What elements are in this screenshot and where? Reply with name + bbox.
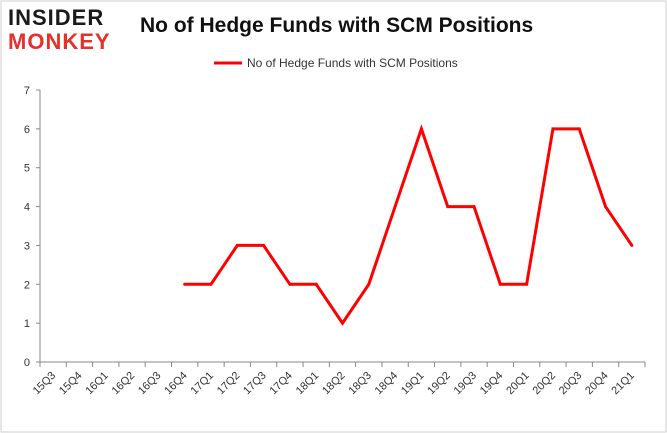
x-tick-label: 16Q1: [83, 370, 111, 398]
data-point: [314, 282, 318, 286]
data-point: [288, 282, 292, 286]
x-tick-label: 17Q2: [215, 370, 243, 398]
x-tick-label: 17Q4: [267, 370, 295, 398]
data-point: [446, 205, 450, 209]
x-tick-label: 17Q1: [189, 370, 217, 398]
x-tick-label: 18Q1: [294, 370, 322, 398]
y-tick-label: 4: [24, 202, 30, 214]
x-tick-label: 18Q4: [373, 370, 401, 398]
insider-monkey-logo: INSIDER MONKEY: [8, 6, 126, 56]
data-point: [209, 282, 213, 286]
x-tick-label: 19Q1: [399, 370, 427, 398]
logo-text-monkey: MONKEY: [8, 29, 111, 54]
x-tick-label: 16Q4: [162, 370, 190, 398]
y-tick-label: 0: [24, 357, 30, 369]
data-point: [472, 205, 476, 209]
y-tick-label: 5: [24, 163, 30, 175]
logo-text-insider: INSIDER: [8, 5, 105, 30]
data-point: [525, 282, 529, 286]
data-point: [183, 282, 187, 286]
x-tick-label: 20Q2: [531, 370, 559, 398]
x-tick-label: 18Q3: [346, 370, 374, 398]
y-tick-label: 6: [24, 124, 30, 136]
data-point: [630, 243, 634, 247]
data-point: [551, 127, 555, 131]
x-tick-label: 21Q1: [609, 370, 637, 398]
y-tick-label: 7: [24, 85, 30, 97]
data-point: [367, 282, 371, 286]
x-tick-label: 18Q2: [320, 370, 348, 398]
x-tick-label: 19Q2: [425, 370, 453, 398]
data-point: [577, 127, 581, 131]
series-line: [184, 124, 634, 326]
data-point: [419, 127, 423, 131]
x-tick-label: 16Q3: [136, 370, 164, 398]
x-tick-label: 19Q3: [452, 370, 480, 398]
data-point: [498, 282, 502, 286]
legend-label: No of Hedge Funds with SCM Positions: [247, 56, 458, 70]
x-tick-label: 19Q4: [478, 370, 506, 398]
data-point: [235, 243, 239, 247]
data-point: [604, 205, 608, 209]
x-tick-label: 20Q3: [557, 370, 585, 398]
x-tick-label: 15Q4: [57, 370, 85, 398]
y-tick-label: 3: [24, 240, 30, 252]
x-tick-label: 15Q3: [31, 370, 59, 398]
legend: No of Hedge Funds with SCM Positions: [214, 56, 458, 70]
series-layer: [183, 124, 634, 326]
chart-title: No of Hedge Funds with SCM Positions: [140, 14, 534, 37]
x-tick-label: 20Q1: [504, 370, 532, 398]
x-tick-label: 16Q2: [110, 370, 138, 398]
data-point: [262, 243, 266, 247]
x-tick-label: 20Q4: [583, 370, 611, 398]
data-point: [341, 321, 344, 325]
y-tick-label: 1: [24, 318, 30, 330]
y-tick-label: 2: [24, 279, 30, 291]
x-tick-label: 17Q3: [241, 370, 269, 398]
data-point: [393, 205, 397, 209]
